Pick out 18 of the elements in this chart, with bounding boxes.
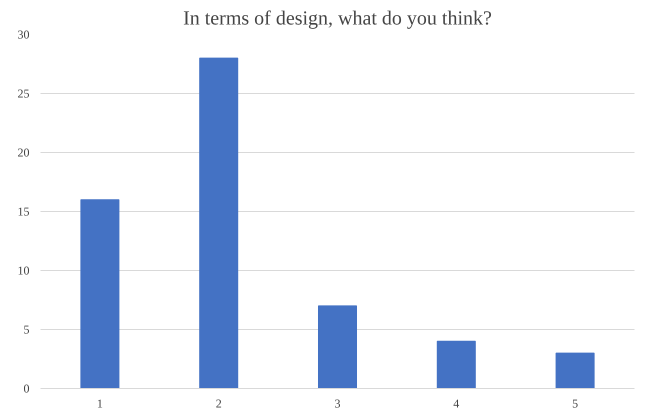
bar [80,199,120,388]
x-tick-label: 1 [96,396,103,410]
x-tick-label: 5 [572,396,578,410]
x-tick-label: 2 [216,396,222,410]
y-tick-label: 25 [18,86,30,100]
bar [436,340,476,388]
chart-title: In terms of design, what do you think? [183,8,492,30]
x-tick-label: 3 [334,396,340,410]
y-tick-label: 15 [18,204,30,218]
y-tick-label: 10 [18,264,30,278]
y-tick-label: 5 [24,322,30,336]
bar [199,58,238,388]
y-tick-label: 30 [18,28,30,42]
x-tick-label: 4 [453,396,460,410]
y-tick-label: 20 [18,146,30,160]
bar [556,352,595,388]
y-tick-label: 0 [24,382,30,396]
bar [318,305,358,388]
